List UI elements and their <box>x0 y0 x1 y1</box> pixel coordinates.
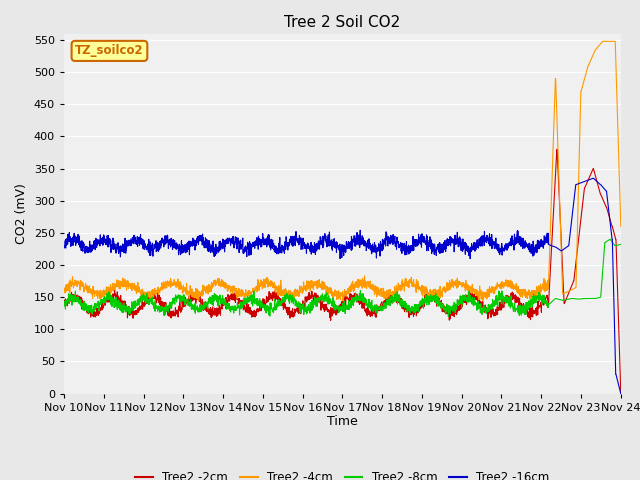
Y-axis label: CO2 (mV): CO2 (mV) <box>15 183 28 244</box>
Title: Tree 2 Soil CO2: Tree 2 Soil CO2 <box>284 15 401 30</box>
X-axis label: Time: Time <box>327 415 358 429</box>
Text: TZ_soilco2: TZ_soilco2 <box>75 44 144 58</box>
Legend: Tree2 -2cm, Tree2 -4cm, Tree2 -8cm, Tree2 -16cm: Tree2 -2cm, Tree2 -4cm, Tree2 -8cm, Tree… <box>131 466 554 480</box>
